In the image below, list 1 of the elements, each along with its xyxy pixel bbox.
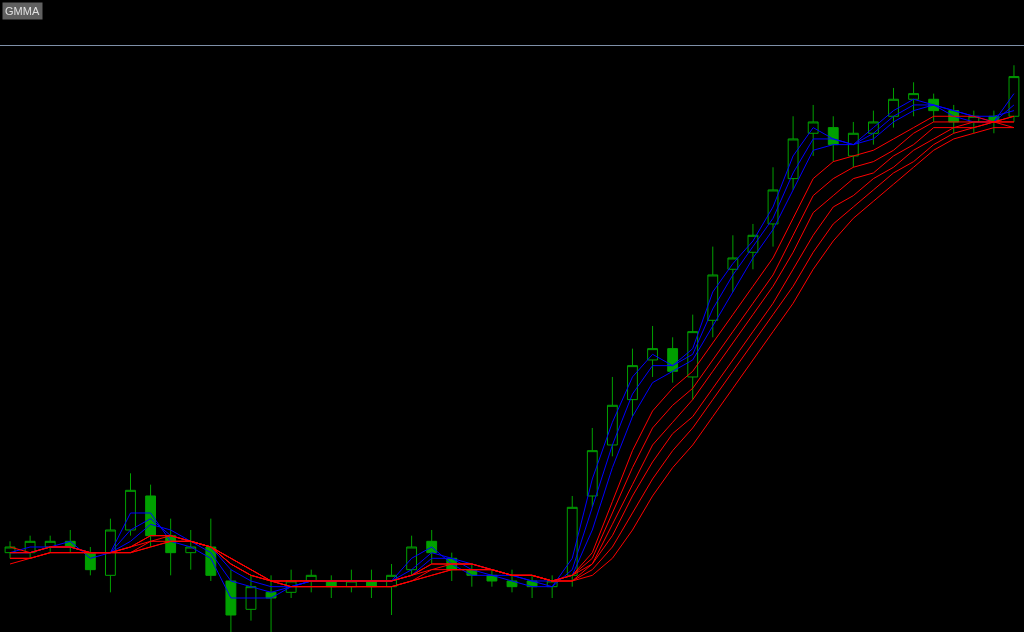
chart-title: GMMA bbox=[5, 5, 40, 17]
